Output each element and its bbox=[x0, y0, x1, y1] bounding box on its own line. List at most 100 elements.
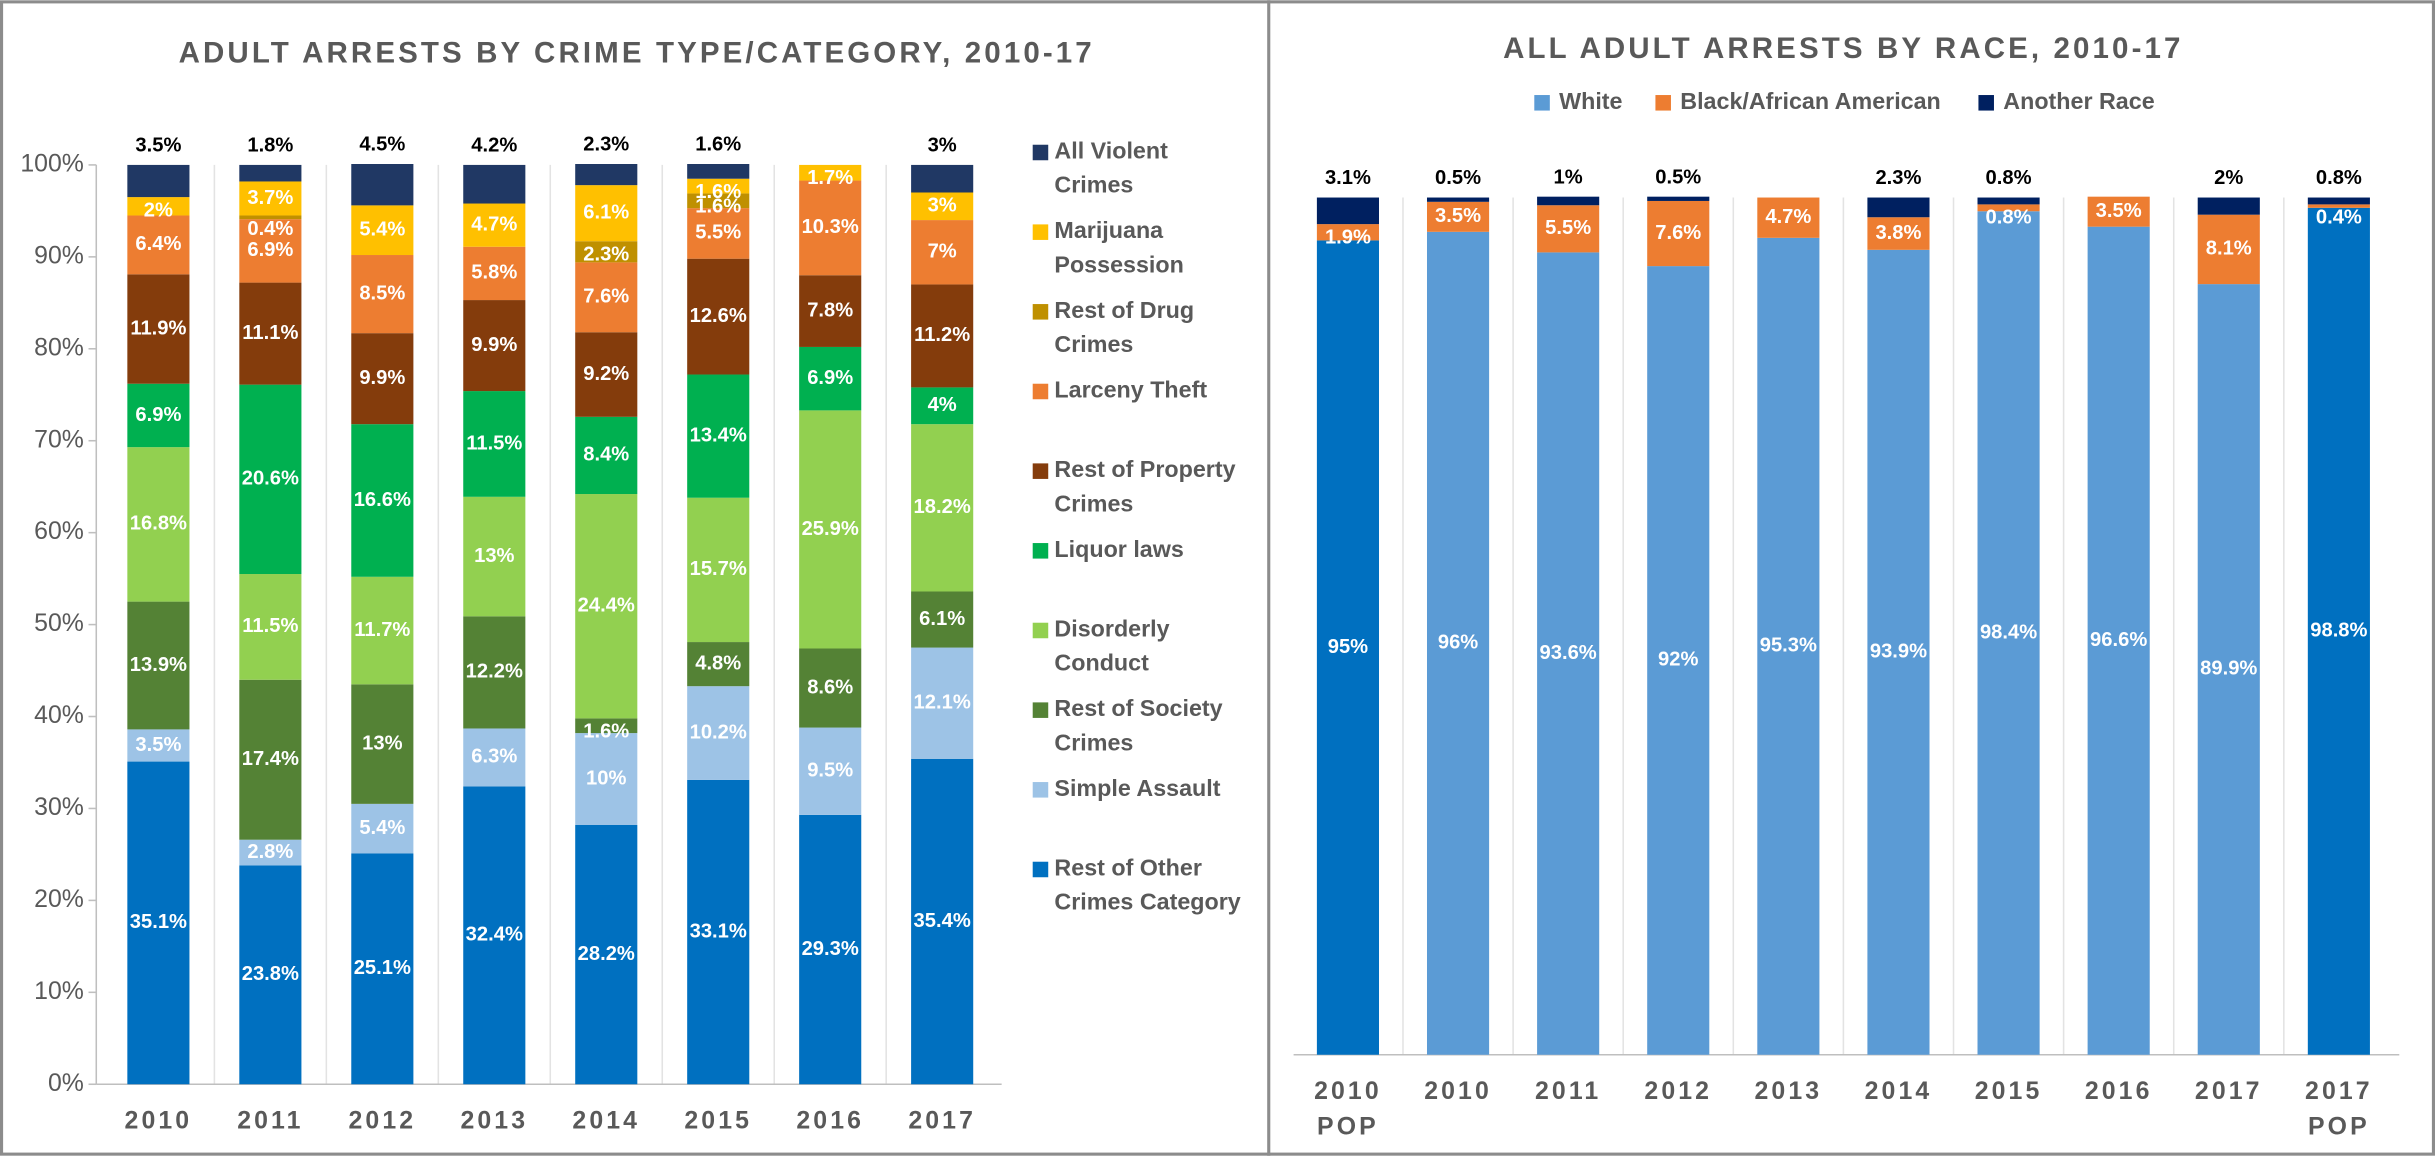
bar-segment bbox=[239, 164, 302, 182]
bar-segment bbox=[911, 164, 974, 193]
data-label: 6.1% bbox=[919, 608, 965, 630]
data-label: 7.8% bbox=[807, 299, 853, 321]
data-label: 0.8% bbox=[2316, 167, 2362, 189]
bar-segment bbox=[2087, 196, 2150, 227]
x-tick-label: 2016 bbox=[2085, 1078, 2153, 1105]
bar-segment bbox=[239, 839, 302, 866]
bar-segment bbox=[1977, 197, 2040, 205]
x-tick-label: 2017 bbox=[908, 1107, 976, 1134]
chart-title: ADULT ARRESTS BY CRIME TYPE/CATEGORY, 20… bbox=[179, 36, 1095, 69]
bar-segment bbox=[351, 424, 414, 577]
data-label: 5.5% bbox=[695, 222, 741, 244]
legend-swatch bbox=[1032, 383, 1049, 400]
data-label: 1.8% bbox=[247, 135, 293, 157]
y-tick-label: 60% bbox=[34, 518, 84, 545]
bar-segment bbox=[911, 387, 974, 425]
bar-segment bbox=[911, 758, 974, 1085]
data-label: 9.9% bbox=[471, 334, 517, 356]
bar-segment bbox=[687, 497, 750, 643]
bar-segment bbox=[1647, 266, 1710, 1055]
bar-segment bbox=[239, 574, 302, 680]
bar-segment bbox=[351, 803, 414, 854]
data-label: 2.3% bbox=[1875, 167, 1921, 189]
legend-label: Marijuana Possession bbox=[1054, 217, 1183, 277]
bar-segment bbox=[127, 164, 190, 198]
data-label: 0.4% bbox=[247, 218, 293, 240]
bar-segment bbox=[575, 332, 638, 417]
x-tick-label: 2011 bbox=[1535, 1078, 1601, 1105]
data-label: 6.9% bbox=[247, 239, 293, 261]
bar-segment bbox=[2307, 204, 2370, 208]
legend-swatch bbox=[1978, 95, 1994, 111]
data-label: 4.7% bbox=[471, 213, 517, 235]
data-label: 92% bbox=[1658, 649, 1698, 671]
data-label: 6.9% bbox=[135, 404, 181, 426]
data-label: 3.8% bbox=[1875, 222, 1921, 244]
bar-segment bbox=[799, 180, 862, 276]
data-label: 16.6% bbox=[354, 489, 411, 511]
x-tick-label: 2017 POP bbox=[2305, 1078, 2373, 1141]
bar-segment bbox=[1867, 197, 1930, 218]
x-tick-label: 2011 bbox=[237, 1107, 303, 1134]
bar-segment bbox=[575, 733, 638, 826]
text-line: POP bbox=[2308, 1113, 2370, 1140]
bar-segment bbox=[127, 447, 190, 602]
text-line: Disorderly bbox=[1054, 616, 1169, 642]
data-label: 11.7% bbox=[354, 619, 410, 641]
data-label: 1.7% bbox=[807, 167, 853, 189]
bar-segment bbox=[575, 164, 638, 186]
data-label: 8.4% bbox=[583, 444, 629, 466]
data-label: 10.2% bbox=[690, 721, 747, 743]
bar-segment bbox=[799, 814, 862, 1085]
bar-segment bbox=[575, 241, 638, 263]
y-tick-label: 80% bbox=[34, 334, 84, 361]
data-label: 15.7% bbox=[690, 558, 747, 580]
data-label: 98.8% bbox=[2310, 620, 2367, 642]
legend-swatch bbox=[1032, 702, 1049, 718]
data-label: 13% bbox=[474, 545, 514, 567]
bar-segment bbox=[1316, 197, 1380, 225]
bar-segment bbox=[1757, 197, 1820, 238]
legend-swatch bbox=[1655, 95, 1671, 111]
bar-segment bbox=[687, 208, 750, 259]
bar-segment bbox=[687, 374, 750, 498]
legend-swatch bbox=[1032, 224, 1049, 240]
text-line: Possession bbox=[1054, 251, 1183, 277]
data-label: 5.5% bbox=[1545, 217, 1591, 239]
bar-segment bbox=[351, 853, 414, 1085]
legend-label: Another Race bbox=[2003, 88, 2154, 114]
data-label: 89.9% bbox=[2200, 658, 2257, 680]
bar-segment bbox=[799, 275, 862, 347]
bar-segment bbox=[1426, 231, 1490, 1055]
data-label: 8.1% bbox=[2206, 238, 2252, 260]
text-line: 2017 bbox=[2195, 1078, 2263, 1105]
bar-segment bbox=[1867, 217, 1930, 250]
bar-segment bbox=[799, 410, 862, 649]
x-tick-label: 2015 bbox=[684, 1107, 752, 1134]
bar-segment bbox=[1647, 200, 1710, 267]
data-label: 7.6% bbox=[583, 286, 629, 308]
bar-segment bbox=[911, 192, 974, 221]
bar-segment bbox=[351, 333, 414, 425]
bar-segment bbox=[2197, 214, 2260, 285]
data-label: 7% bbox=[928, 241, 957, 263]
data-label: 11.1% bbox=[242, 322, 298, 344]
bar-segment bbox=[799, 164, 862, 181]
data-label: 35.1% bbox=[130, 911, 187, 933]
data-label: 1.9% bbox=[1325, 226, 1371, 248]
data-label: 18.2% bbox=[914, 496, 971, 518]
bar-segment bbox=[239, 865, 302, 1085]
legend-label: Rest of Property Crimes bbox=[1054, 456, 1235, 516]
bar-segment bbox=[463, 496, 526, 617]
bar-segment bbox=[575, 718, 638, 734]
data-label: 2.8% bbox=[247, 841, 293, 863]
bar-segment bbox=[127, 383, 190, 448]
data-label: 3.5% bbox=[135, 734, 181, 756]
text-line: 2010 bbox=[1424, 1078, 1492, 1105]
text-line: Rest of Drug bbox=[1054, 297, 1194, 323]
data-label: 25.1% bbox=[354, 957, 411, 979]
text-line: 2017 bbox=[908, 1107, 976, 1134]
bar-segment bbox=[2087, 226, 2150, 1055]
text-line: Rest of Other bbox=[1054, 855, 1201, 881]
data-label: 1% bbox=[1554, 166, 1583, 188]
